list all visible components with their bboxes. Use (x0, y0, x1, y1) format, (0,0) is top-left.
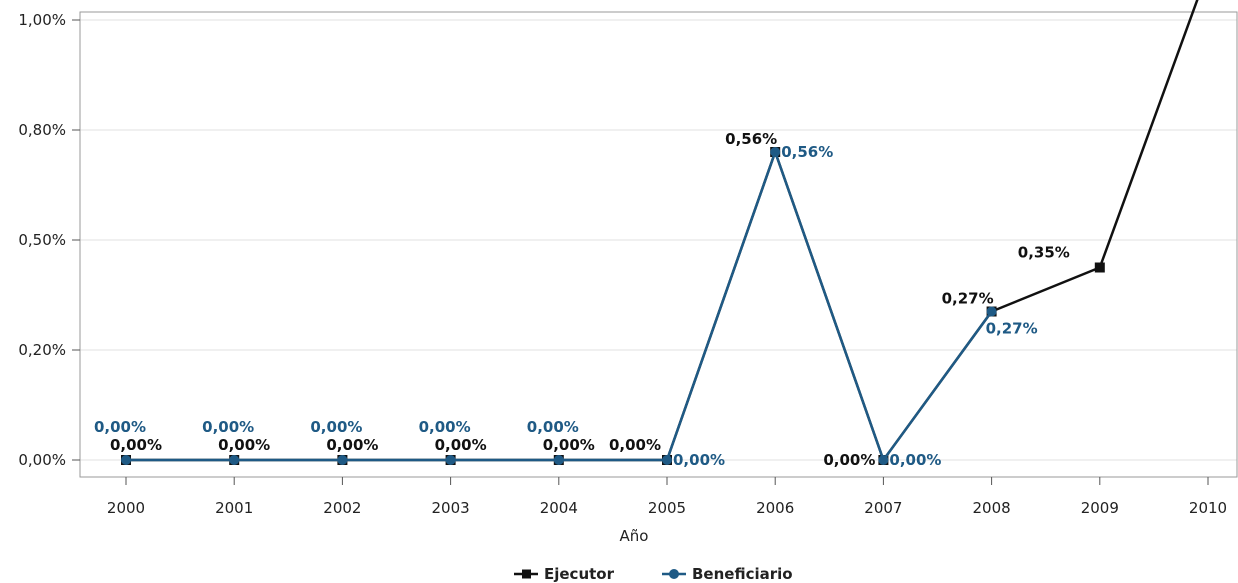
data-point-beneficiario (121, 455, 131, 465)
legend-marker (522, 569, 531, 579)
data-label-beneficiario: 0,00% (202, 418, 254, 436)
data-point-beneficiario (986, 306, 997, 317)
data-label-ejecutor: 0,56% (725, 130, 777, 148)
legend-label: Beneficiario (692, 565, 793, 583)
legend-label: Ejecutor (544, 565, 615, 583)
data-point-beneficiario (229, 455, 240, 465)
y-tick-label: 0,80% (18, 121, 66, 139)
x-axis-title: Año (620, 527, 649, 545)
x-axis: 2000 2001 2002 2003 2004 2005 2006 2007 2008 2009… (107, 477, 1227, 517)
y-axis: 0,00% 0,20% 0,50% 0,80% 1,00% (18, 11, 80, 469)
x-tick-label: 2006 (756, 499, 794, 517)
data-label-beneficiario: 0,56% (781, 143, 833, 161)
data-label-beneficiario: 0,27% (986, 320, 1038, 338)
legend-marker (669, 569, 679, 579)
data-label-ejecutor: 0,00% (543, 436, 595, 454)
series-line-beneficiario (126, 150, 993, 462)
x-tick-label: 2007 (864, 499, 902, 517)
data-label-beneficiario: 0,00% (527, 418, 579, 436)
data-label-ejecutor: 0,00% (609, 436, 661, 454)
plot-area-border (79, 11, 1238, 478)
data-label-ejecutor: 0,00% (110, 436, 162, 454)
data-label-beneficiario: 0,00% (419, 418, 471, 436)
y-tick-label: 0,00% (18, 451, 66, 469)
series-layer (121, 0, 1199, 465)
data-point-beneficiario (662, 455, 672, 465)
data-label-ejecutor: 0,00% (218, 436, 270, 454)
data-point-beneficiario (445, 455, 456, 465)
x-tick-label: 2004 (540, 499, 578, 517)
data-label-ejecutor: 0,00% (326, 436, 378, 454)
data-label-beneficiario: 0,00% (94, 418, 146, 436)
x-tick-label: 2002 (323, 499, 361, 517)
data-label-beneficiario: 0,00% (673, 451, 725, 469)
x-tick-label: 2000 (107, 499, 145, 517)
x-tick-label: 2001 (215, 499, 253, 517)
data-point-beneficiario (553, 455, 564, 465)
y-tick-label: 0,20% (18, 341, 66, 359)
y-tick-label: 0,50% (18, 231, 66, 249)
legend: Ejecutor Beneficiario (514, 565, 793, 583)
x-tick-label: 2008 (973, 499, 1011, 517)
gridlines (80, 19, 1237, 461)
y-tick-label: 1,00% (18, 11, 66, 29)
data-point-ejecutor (1094, 262, 1105, 273)
data-label-ejecutor: 0,00% (823, 451, 875, 469)
data-labels: 0,00% 0,00% 0,00% 0,00% 0,00% 0,00%0,56%0,00%… (94, 130, 1070, 469)
data-label-ejecutor: 0,27% (942, 290, 994, 308)
data-label-beneficiario: 0,00% (310, 418, 362, 436)
x-tick-label: 2010 (1189, 499, 1227, 517)
data-label-ejecutor: 0,35% (1018, 244, 1070, 262)
x-tick-label: 2009 (1081, 499, 1119, 517)
data-point-beneficiario (878, 455, 889, 465)
series-line-ejecutor (126, 0, 1199, 462)
data-point-beneficiario (770, 147, 781, 157)
x-tick-label: 2005 (648, 499, 686, 517)
data-label-beneficiario: 0,00% (889, 451, 941, 469)
x-tick-label: 2003 (432, 499, 470, 517)
data-label-ejecutor: 0,00% (435, 436, 487, 454)
data-point-beneficiario (337, 455, 348, 465)
